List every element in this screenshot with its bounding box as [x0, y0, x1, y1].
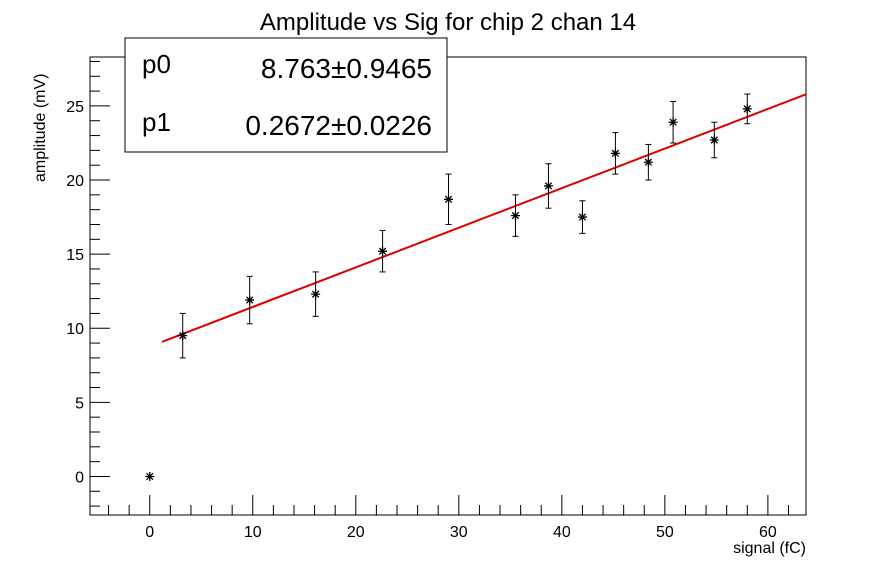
x-axis-label: signal (fC): [733, 540, 806, 557]
y-tick-label: 15: [66, 247, 84, 264]
data-point: [145, 471, 155, 481]
stats-p1-pm: ±: [331, 110, 346, 141]
star-marker: [643, 157, 653, 167]
stats-p0-value: 8.763±0.9465: [261, 53, 432, 84]
data-point: [709, 121, 719, 159]
x-tick-label: 60: [759, 524, 777, 541]
stats-p0-estimate: 8.763: [261, 53, 331, 84]
star-marker: [577, 212, 587, 222]
star-marker: [311, 289, 321, 299]
data-point: [178, 312, 188, 359]
x-tick-label: 20: [347, 524, 365, 541]
data-point: [742, 93, 752, 125]
stats-p1-estimate: 0.2672: [245, 110, 331, 141]
data-point: [668, 100, 678, 144]
star-marker: [543, 181, 553, 191]
x-tick-label: 30: [450, 524, 468, 541]
star-marker: [178, 331, 188, 341]
plot-frame: [89, 56, 807, 516]
x-tick-label: 10: [244, 524, 262, 541]
star-marker: [668, 117, 678, 127]
chart-title: Amplitude vs Sig for chip 2 chan 14: [260, 9, 636, 36]
star-marker: [378, 246, 388, 256]
data-point: [643, 143, 653, 181]
y-axis: 0 5 10 15 20 25: [66, 60, 110, 507]
y-tick-label: 25: [66, 99, 84, 116]
star-marker: [444, 194, 454, 204]
data-point: [510, 194, 520, 237]
x-tick-label: 40: [553, 524, 571, 541]
y-tick-label: 0: [75, 469, 84, 486]
fit-line: [161, 93, 807, 343]
y-tick-label: 10: [66, 321, 84, 338]
data-point: [610, 132, 620, 175]
stats-box-frame: [124, 37, 448, 153]
y-axis-label: amplitude (mV): [32, 74, 49, 182]
data-point: [311, 271, 321, 317]
x-axis: 0 10 20 30 40 50 60: [108, 495, 789, 541]
stats-p0-error: 0.9465: [346, 53, 432, 84]
data-point: [543, 163, 553, 209]
data-points: [145, 93, 752, 481]
stats-p1-name: p1: [142, 107, 171, 137]
star-marker: [245, 295, 255, 305]
star-marker: [145, 471, 155, 481]
star-marker: [742, 104, 752, 114]
star-marker: [709, 135, 719, 145]
data-point: [245, 275, 255, 325]
star-marker: [510, 211, 520, 221]
y-tick-label: 20: [66, 173, 84, 190]
y-tick-label: 5: [75, 395, 84, 412]
data-point: [378, 229, 388, 273]
data-point: [444, 173, 454, 225]
x-tick-label: 50: [656, 524, 674, 541]
stats-p1-value: 0.2672±0.0226: [245, 110, 432, 141]
star-marker: [610, 148, 620, 158]
stats-p0-name: p0: [142, 49, 171, 79]
stats-p0-pm: ±: [331, 53, 346, 84]
fit-stats-box: p0 8.763±0.9465 p1 0.2672±0.0226: [124, 37, 448, 153]
fit-layer: [161, 93, 807, 343]
x-tick-label: 0: [145, 524, 154, 541]
data-point: [577, 200, 587, 234]
stats-p1-error: 0.0226: [346, 110, 432, 141]
